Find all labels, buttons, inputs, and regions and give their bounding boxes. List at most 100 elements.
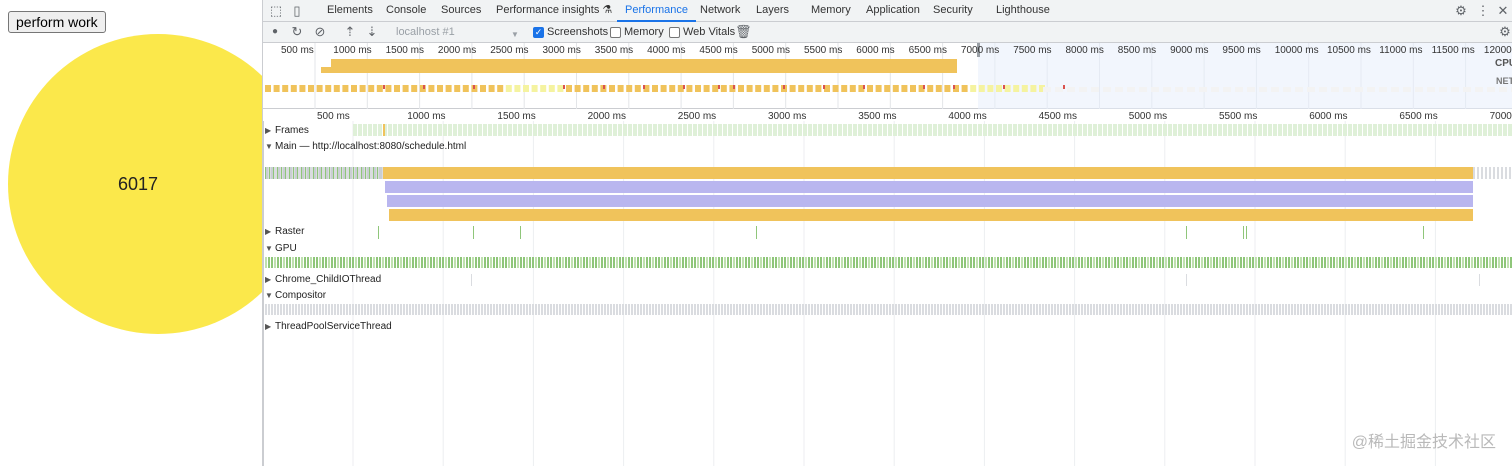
trash-icon[interactable]: 🗑 [735, 24, 752, 39]
compositor-task [601, 304, 603, 315]
compositor-task [934, 304, 936, 315]
record-icon[interactable]: ● [271, 26, 279, 37]
device-toolbar-icon[interactable]: ▯ [293, 3, 301, 18]
gpu-task [430, 257, 432, 268]
close-devtools-icon[interactable]: ✕ [1497, 3, 1509, 18]
gpu-task [820, 257, 822, 268]
compositor-task [856, 304, 858, 315]
gpu-task [1114, 257, 1116, 268]
track-gpu[interactable]: ▼ GPU [265, 243, 297, 255]
memory-label: Memory [624, 26, 664, 38]
gpu-task [457, 257, 459, 268]
compositor-task [1327, 304, 1329, 315]
gpu-task [1492, 257, 1494, 268]
gpu-task [1153, 257, 1155, 268]
upload-profile-icon[interactable]: ⇡ [344, 24, 356, 39]
frame-block [573, 124, 577, 136]
compositor-task [847, 304, 849, 315]
frame-block [823, 124, 827, 136]
compositor-task [1105, 304, 1107, 315]
compositor-task [670, 304, 672, 315]
compositor-task [1438, 304, 1440, 315]
track-compositor[interactable]: ▼ Compositor [265, 290, 326, 302]
more-options-icon[interactable]: ⋮ [1476, 3, 1490, 18]
web-vitals-checkbox[interactable] [669, 27, 680, 38]
tab-performance-insights[interactable]: Performance insights ⚗ [496, 0, 612, 22]
gpu-task [712, 257, 714, 268]
gpu-task [1069, 257, 1071, 268]
gpu-task [1012, 257, 1014, 268]
download-profile-icon[interactable]: ⇣ [366, 24, 378, 39]
gpu-task [586, 257, 588, 268]
gpu-task [1051, 257, 1053, 268]
gpu-task [796, 257, 798, 268]
gpu-task [1240, 257, 1242, 268]
track-threadpool[interactable]: ▶ ThreadPoolServiceThread [265, 321, 392, 333]
screenshot-thumb [1235, 87, 1243, 92]
gpu-task [718, 257, 720, 268]
frame-block [778, 124, 782, 136]
frame-block [808, 124, 812, 136]
tab-security[interactable]: Security [933, 4, 973, 16]
tab-elements[interactable]: Elements [327, 4, 373, 16]
track-raster[interactable]: ▶ Raster [265, 226, 304, 238]
tab-network[interactable]: Network [700, 4, 741, 16]
screenshots-checkbox[interactable]: ✓ [533, 27, 544, 38]
timeline-overview[interactable]: 500 ms 1000 ms 1500 ms 2000 ms 2500 ms 3000 m… [263, 43, 1512, 109]
main-task-bar [1489, 167, 1491, 179]
gpu-task [850, 257, 852, 268]
track-main[interactable]: ▼ Main — http://localhost:8080/schedule.h… [265, 141, 466, 153]
tab-sources[interactable]: Sources [441, 4, 482, 16]
frame-block [1423, 124, 1427, 136]
reload-record-icon[interactable]: ↻ [291, 24, 303, 39]
track-frames[interactable]: ▶ Frames [265, 125, 309, 137]
perform-work-button[interactable]: perform work [8, 11, 106, 33]
screenshot-thumb [1223, 87, 1231, 92]
gpu-task [757, 257, 759, 268]
screenshot-thumb [1211, 87, 1219, 92]
frame-block [863, 124, 867, 136]
inspect-element-icon[interactable]: ⬚ [269, 3, 283, 18]
compositor-task [1201, 304, 1203, 315]
gpu-task [1174, 257, 1176, 268]
tab-memory[interactable]: Memory [811, 4, 851, 16]
settings-gear-icon[interactable]: ⚙ [1455, 3, 1467, 18]
gpu-task [808, 257, 810, 268]
screenshot-thumb [660, 85, 667, 92]
tab-layers[interactable]: Layers [756, 4, 790, 16]
tab-lighthouse[interactable]: Lighthouse [996, 4, 1050, 16]
main-task-bar [331, 167, 334, 179]
gpu-task [427, 257, 429, 268]
frame-block [563, 124, 567, 136]
gpu-task [277, 257, 279, 268]
memory-checkbox[interactable] [610, 27, 621, 38]
gpu-task [607, 257, 609, 268]
frame-block [458, 124, 462, 136]
screenshot-thumb [1427, 87, 1435, 92]
frame-block [1368, 124, 1372, 136]
gpu-task [589, 257, 591, 268]
compositor-task [763, 304, 765, 315]
compositor-task [1246, 304, 1248, 315]
capture-settings-gear-icon[interactable]: ⚙ [1499, 24, 1511, 39]
clear-icon[interactable]: ⊘ [314, 24, 326, 39]
gpu-task [760, 257, 762, 268]
frame-block [483, 124, 487, 136]
flame-chart[interactable]: 500 ms 1000 ms 1500 ms 2000 ms 2500 ms 3000 m… [263, 109, 1512, 466]
gpu-task [1408, 257, 1410, 268]
overview-tick-label: 8000 ms [1065, 45, 1104, 56]
gpu-task [1483, 257, 1485, 268]
tab-console[interactable]: Console [386, 4, 427, 16]
gpu-task [1429, 257, 1431, 268]
frame-block [903, 124, 907, 136]
frame-block [443, 124, 447, 136]
frame-block [1418, 124, 1422, 136]
profile-select[interactable]: localhost #1 [396, 26, 455, 38]
frame-block [1258, 124, 1262, 136]
track-chrome-childio[interactable]: ▶ Chrome_ChildIOThread [265, 274, 381, 286]
compositor-task [724, 304, 726, 315]
screenshot-thumb [1283, 87, 1291, 92]
gpu-task [550, 257, 552, 268]
tab-application[interactable]: Application [866, 4, 920, 16]
tab-performance[interactable]: Performance [617, 0, 696, 22]
